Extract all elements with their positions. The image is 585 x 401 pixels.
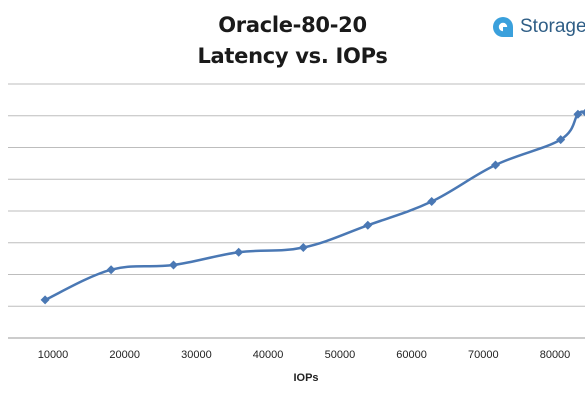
data-point bbox=[169, 260, 178, 270]
data-point bbox=[234, 247, 244, 257]
x-tick-label: 70000 bbox=[468, 349, 499, 361]
data-point bbox=[581, 108, 585, 117]
logo-text: Storage bbox=[520, 16, 585, 37]
x-tick-label: 20000 bbox=[109, 349, 140, 361]
series-layer bbox=[40, 108, 585, 305]
x-tick-label: 40000 bbox=[253, 349, 284, 361]
x-tick-label: 60000 bbox=[396, 349, 427, 361]
data-point bbox=[573, 109, 583, 119]
data-point bbox=[491, 160, 500, 170]
x-tick-label: 10000 bbox=[38, 349, 69, 361]
x-tick-label: 80000 bbox=[540, 349, 571, 361]
x-tick-label: 30000 bbox=[181, 349, 212, 361]
chart-subtitle: Latency vs. IOPs bbox=[197, 44, 388, 68]
x-tick-label: 50000 bbox=[325, 349, 356, 361]
data-point bbox=[298, 243, 308, 252]
series-line bbox=[44, 110, 585, 302]
storage-logo-icon bbox=[493, 17, 513, 37]
chart-title: Oracle-80-20 bbox=[218, 13, 367, 37]
storage-logo: Storage bbox=[492, 14, 585, 40]
gridlines bbox=[8, 83, 585, 339]
x-axis-title: IOPs bbox=[293, 372, 318, 384]
data-point bbox=[363, 220, 373, 230]
data-point bbox=[556, 135, 566, 145]
data-point bbox=[106, 265, 116, 275]
data-point bbox=[427, 197, 437, 206]
x-tick-labels: 10000 20000 30000 40000 50000 60000 70000 80000 bbox=[38, 349, 571, 361]
data-point bbox=[40, 295, 50, 305]
